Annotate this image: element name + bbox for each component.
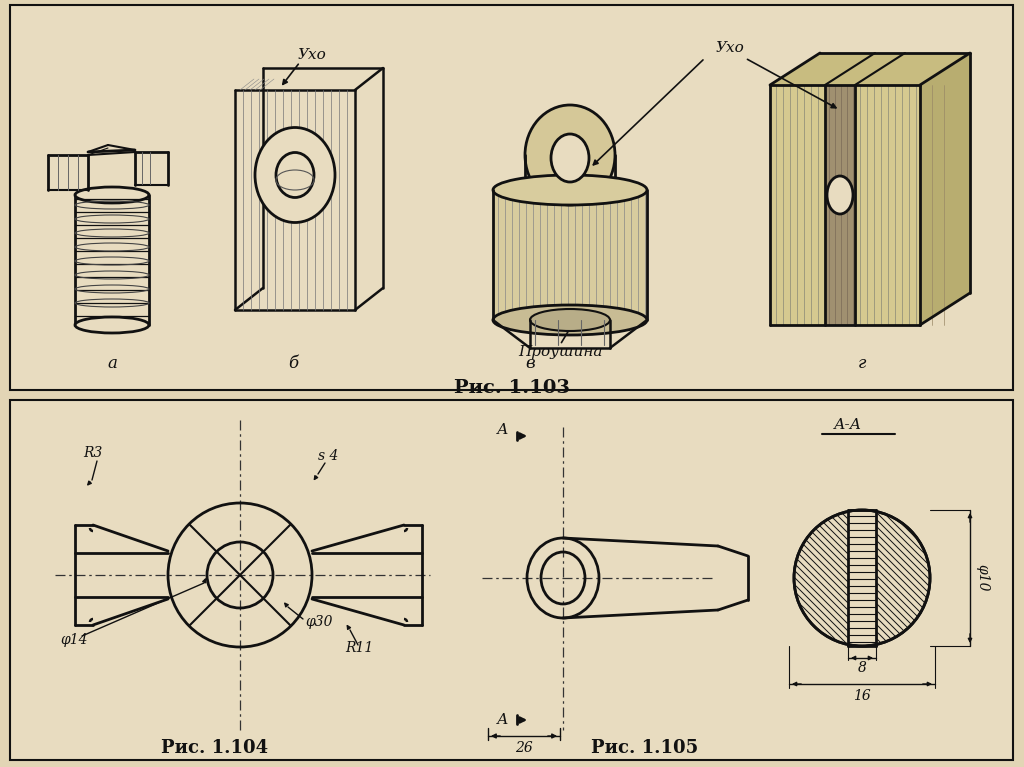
Text: г: г	[858, 354, 866, 371]
Ellipse shape	[827, 176, 853, 214]
FancyBboxPatch shape	[10, 5, 1013, 390]
Text: А-А: А-А	[834, 418, 862, 432]
Text: φ10: φ10	[975, 565, 989, 592]
Ellipse shape	[276, 153, 314, 197]
Polygon shape	[920, 53, 970, 325]
Polygon shape	[493, 190, 647, 320]
Ellipse shape	[493, 175, 647, 205]
Text: Проушина: Проушина	[518, 345, 602, 359]
Ellipse shape	[75, 317, 150, 333]
Text: φ30: φ30	[305, 615, 333, 629]
FancyBboxPatch shape	[10, 400, 1013, 760]
Text: Рис. 1.104: Рис. 1.104	[162, 739, 268, 757]
Polygon shape	[825, 85, 855, 325]
Ellipse shape	[530, 309, 610, 331]
Ellipse shape	[493, 305, 647, 335]
Text: s 4: s 4	[318, 449, 338, 463]
Text: 26: 26	[515, 741, 532, 755]
Text: А: А	[498, 423, 509, 437]
Text: R11: R11	[345, 641, 374, 655]
Text: Ухо: Ухо	[298, 48, 327, 62]
Text: 16: 16	[853, 689, 870, 703]
Text: 8: 8	[857, 661, 866, 675]
Ellipse shape	[255, 127, 335, 222]
Text: φ14: φ14	[60, 633, 87, 647]
Text: R3: R3	[83, 446, 102, 460]
Text: б: б	[288, 354, 298, 371]
Text: Ухо: Ухо	[716, 41, 744, 55]
Text: Рис. 1.103: Рис. 1.103	[454, 379, 570, 397]
Text: Рис. 1.105: Рис. 1.105	[592, 739, 698, 757]
Text: А: А	[498, 713, 509, 727]
Ellipse shape	[75, 187, 150, 203]
Polygon shape	[770, 85, 920, 325]
Ellipse shape	[551, 134, 589, 182]
Text: а: а	[108, 354, 117, 371]
Polygon shape	[770, 53, 970, 85]
Text: в: в	[525, 354, 535, 371]
Ellipse shape	[525, 105, 615, 205]
